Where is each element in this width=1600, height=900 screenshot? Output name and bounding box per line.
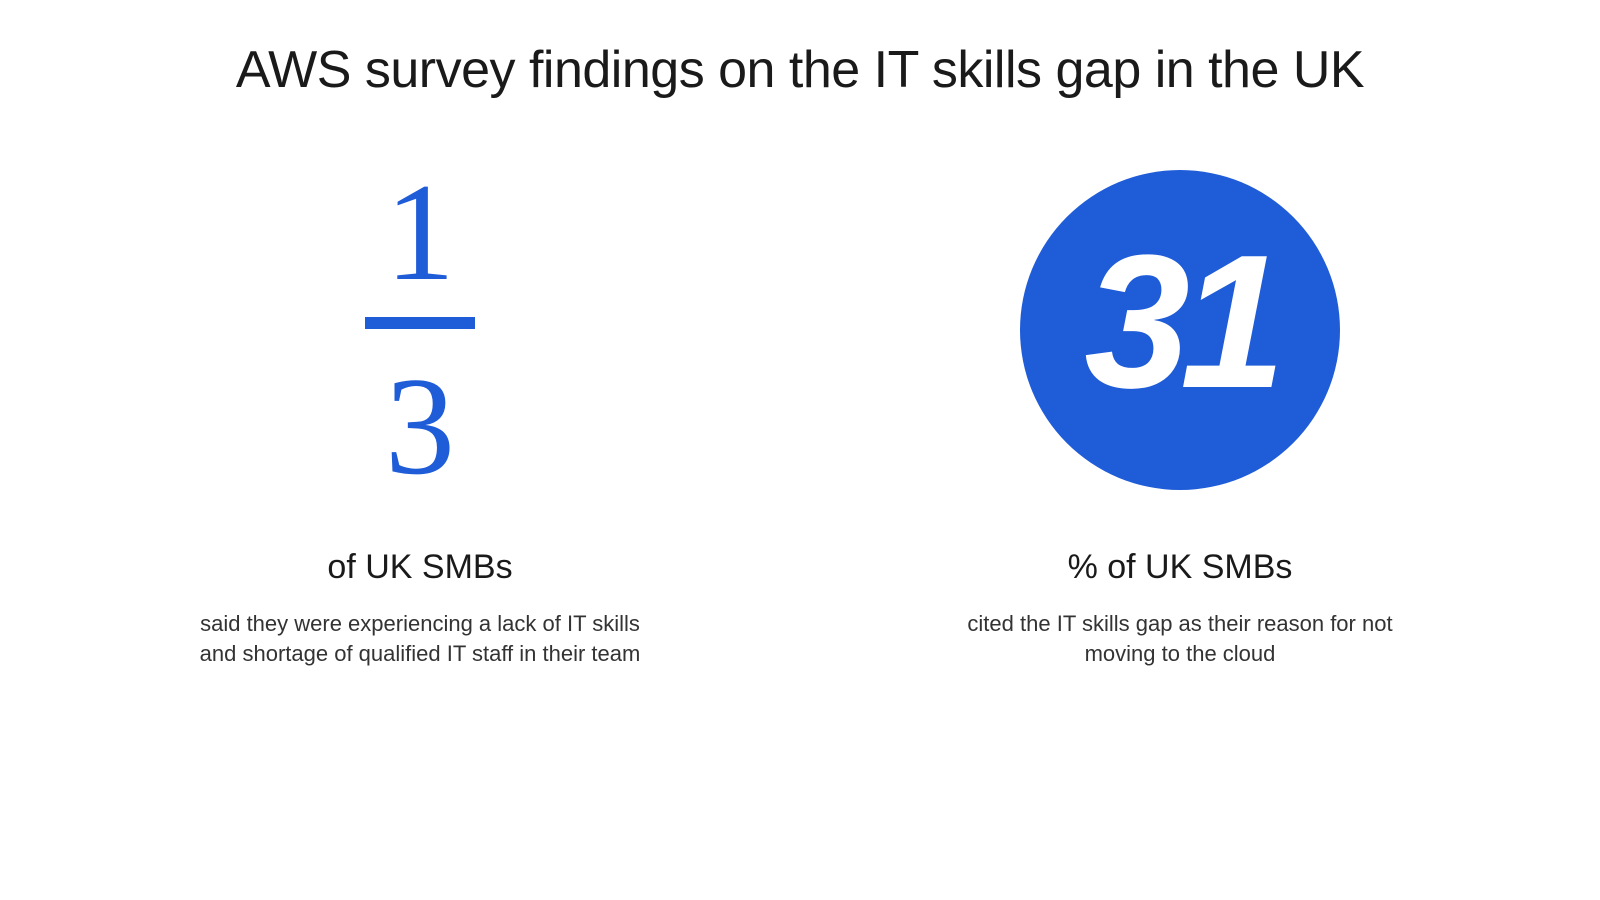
- stat-block-percent: 31 % of UK SMBs cited the IT skills gap …: [940, 160, 1420, 668]
- fraction-denominator: 3: [385, 357, 455, 497]
- stat-description: cited the IT skills gap as their reason …: [940, 609, 1420, 668]
- fraction-bar-icon: [365, 317, 475, 329]
- stat-subtitle: % of UK SMBs: [1068, 548, 1293, 587]
- circle-graphic: 31: [1020, 160, 1340, 500]
- stat-block-fraction: 1 3 of UK SMBs said they were experienci…: [180, 160, 660, 668]
- circle-number: 31: [1084, 213, 1275, 431]
- infographic-page: AWS survey findings on the IT skills gap…: [0, 0, 1600, 900]
- fraction-numerator: 1: [385, 163, 455, 303]
- fraction-graphic: 1 3: [365, 160, 475, 500]
- stats-row: 1 3 of UK SMBs said they were experienci…: [0, 160, 1600, 668]
- fraction-icon: 1 3: [365, 163, 475, 497]
- stat-subtitle: of UK SMBs: [327, 548, 512, 587]
- stat-description: said they were experiencing a lack of IT…: [180, 609, 660, 668]
- page-title: AWS survey findings on the IT skills gap…: [0, 40, 1600, 100]
- circle-icon: 31: [1020, 170, 1340, 490]
